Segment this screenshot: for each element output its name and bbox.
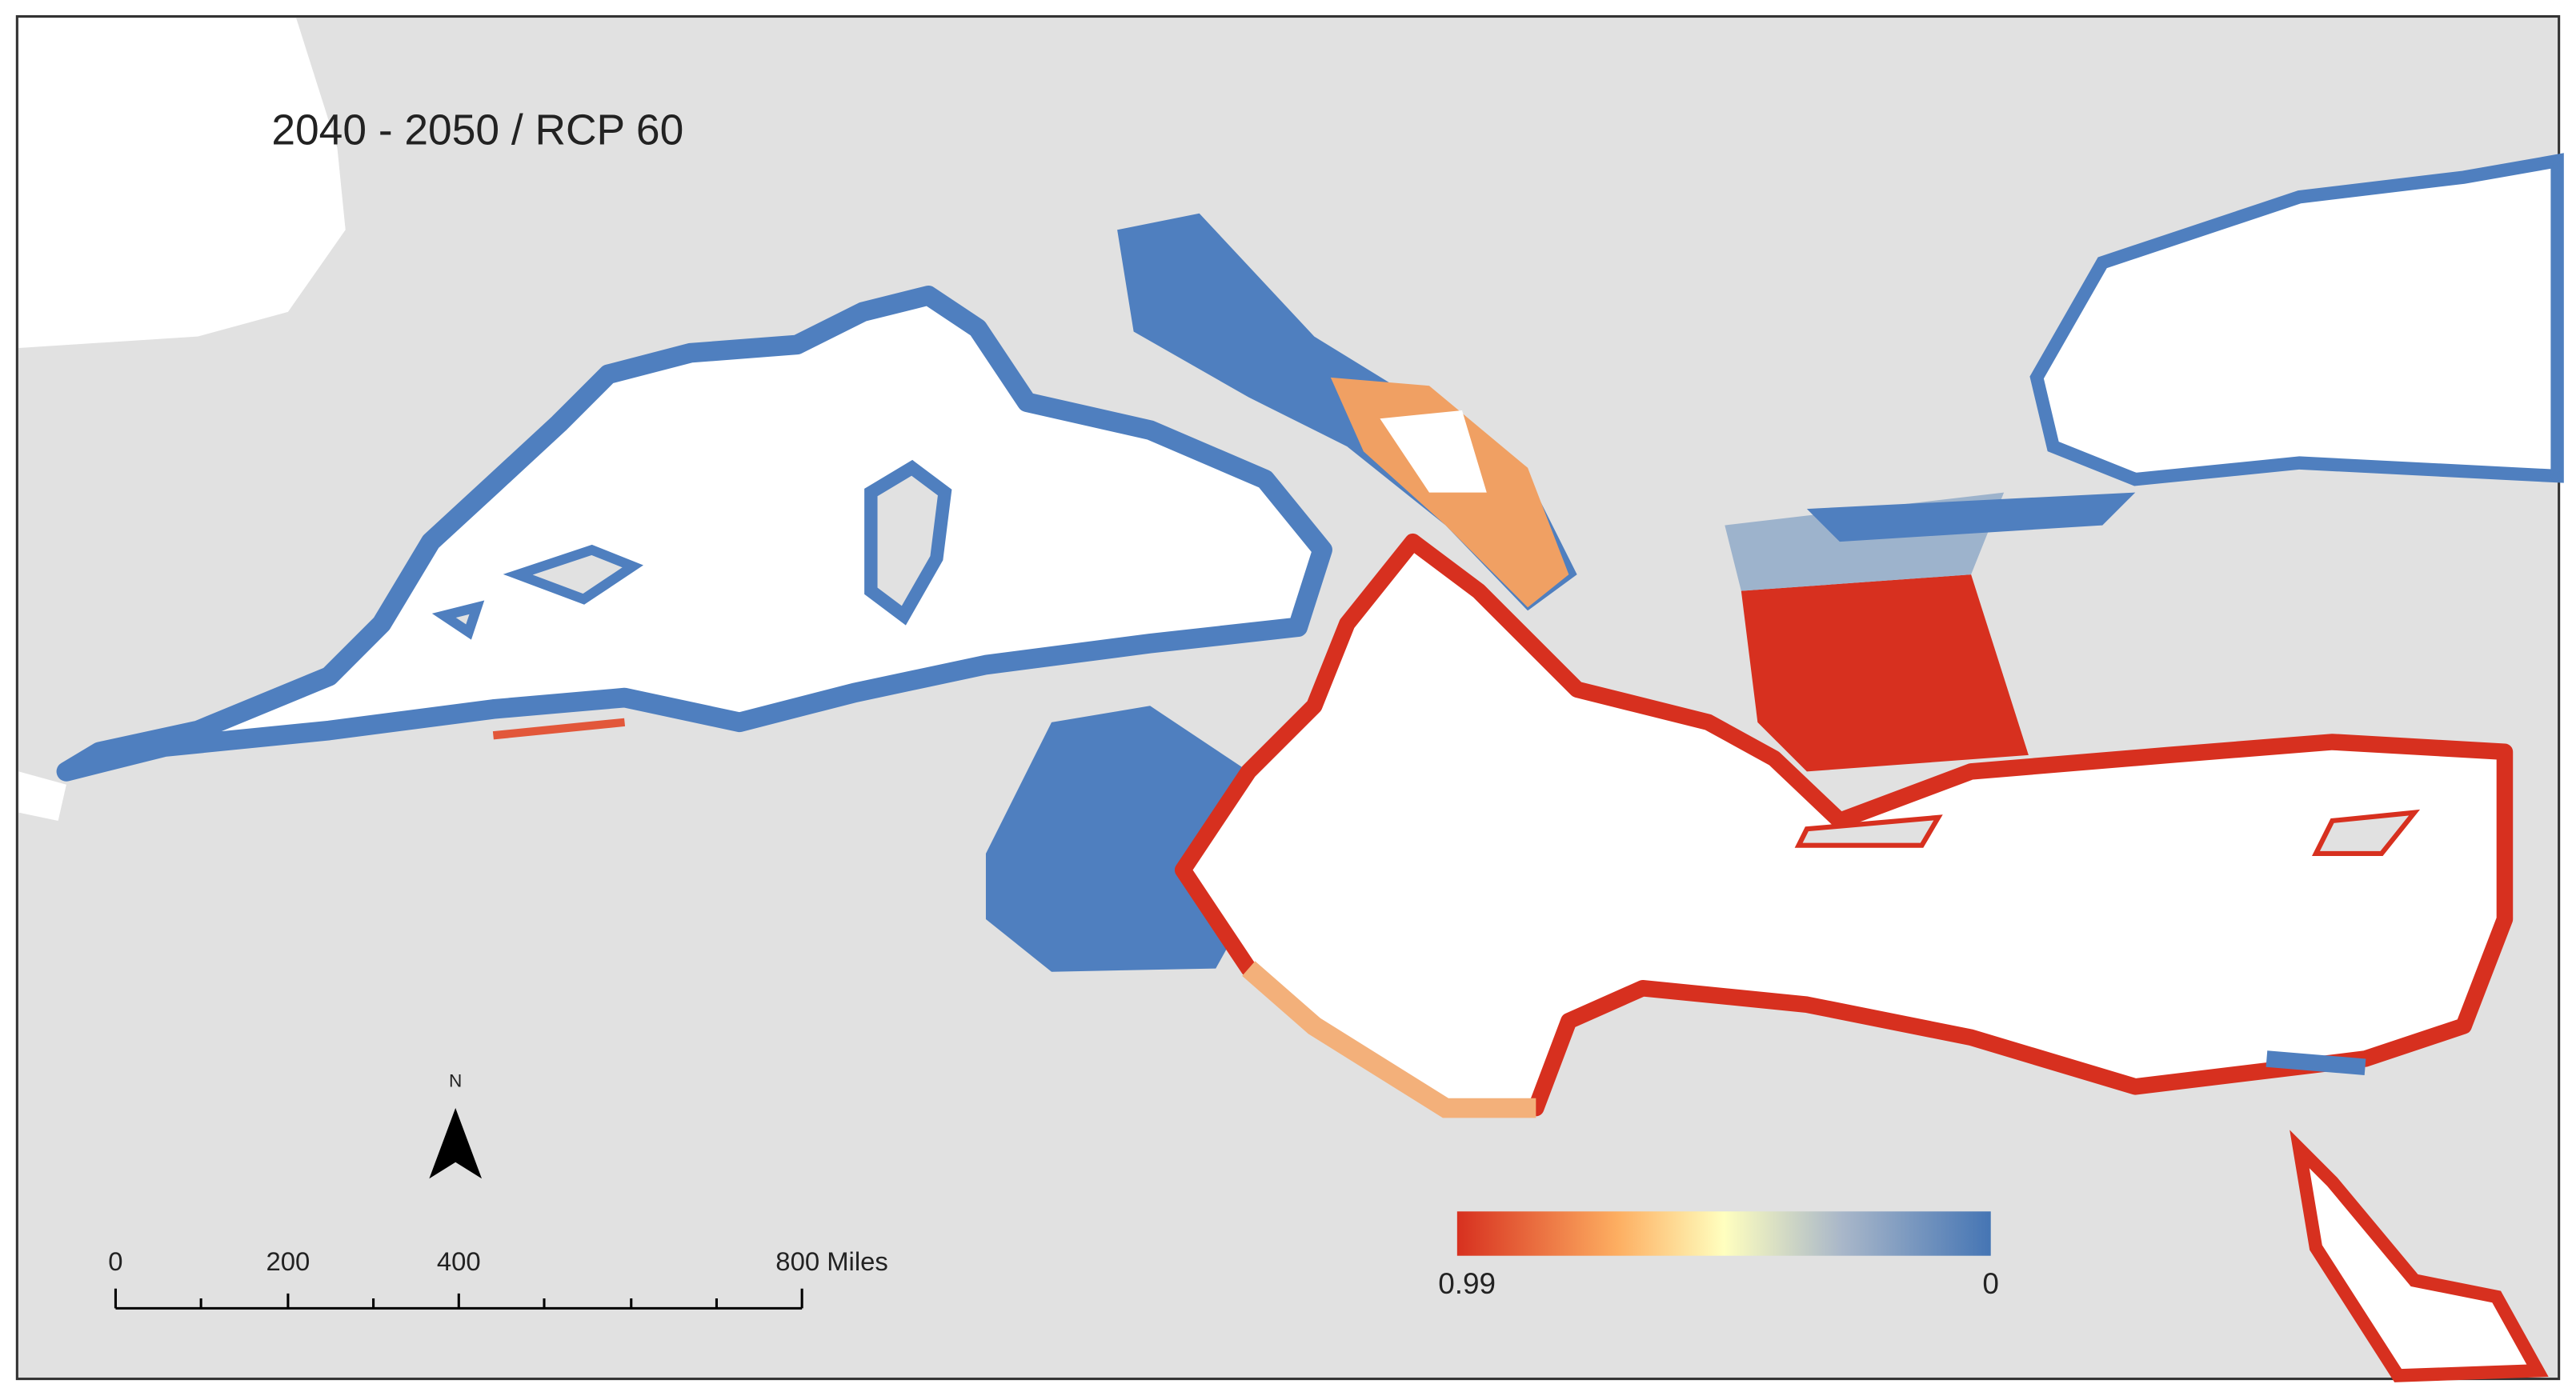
black-sea xyxy=(2029,153,2564,486)
coast-band xyxy=(492,718,626,740)
western-basin xyxy=(56,286,1332,782)
legend-label: 0.99 xyxy=(1438,1267,1496,1300)
adriatic-open xyxy=(1380,410,1487,493)
nile-coast xyxy=(2266,1050,2366,1075)
cyprus xyxy=(2312,809,2421,857)
atlantic-south xyxy=(18,771,66,821)
scale-bar: 0 200 400 800 Miles xyxy=(108,1246,888,1310)
scale-label: 800 Miles xyxy=(775,1246,887,1276)
legend-label: 0 xyxy=(1982,1267,1999,1300)
red-sea xyxy=(2290,1130,2549,1382)
scale-label: 200 xyxy=(266,1246,310,1276)
corsica-sardinia xyxy=(864,459,952,626)
scale-label: 0 xyxy=(108,1246,122,1276)
north-arrow xyxy=(429,1108,483,1179)
libya-coast xyxy=(1242,961,1536,1118)
scale-ticks xyxy=(114,1288,803,1309)
color-ramp xyxy=(1456,1211,1991,1256)
atlantic xyxy=(18,18,346,349)
legend: 0.99 0 xyxy=(1438,1211,1999,1300)
marmara xyxy=(1806,492,2136,542)
scale-label: 400 xyxy=(437,1246,481,1276)
crete xyxy=(1794,814,1943,848)
map-title: 2040 - 2050 / RCP 60 xyxy=(271,107,683,154)
aegean xyxy=(1741,574,2029,772)
balearic xyxy=(431,544,643,640)
north-label: N xyxy=(449,1070,462,1090)
